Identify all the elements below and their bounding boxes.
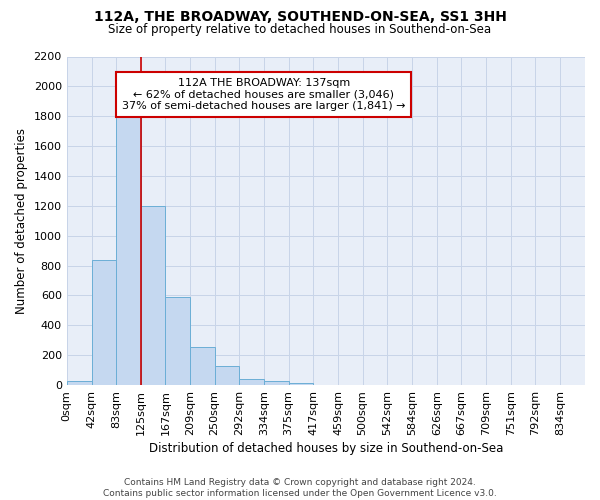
Bar: [92, 260, 116, 385]
Bar: [166, 297, 190, 385]
Text: 112A, THE BROADWAY, SOUTHEND-ON-SEA, SS1 3HH: 112A, THE BROADWAY, SOUTHEND-ON-SEA, SS1…: [94, 10, 506, 24]
Bar: [289, 382, 313, 385]
Bar: [215, 366, 239, 385]
Bar: [140, 206, 166, 385]
Bar: [116, 116, 140, 385]
Bar: [239, 379, 264, 385]
Text: Contains HM Land Registry data © Crown copyright and database right 2024.
Contai: Contains HM Land Registry data © Crown c…: [103, 478, 497, 498]
Bar: [190, 347, 215, 385]
Bar: [67, 382, 92, 385]
X-axis label: Distribution of detached houses by size in Southend-on-Sea: Distribution of detached houses by size …: [149, 442, 503, 455]
Y-axis label: Number of detached properties: Number of detached properties: [15, 128, 28, 314]
Bar: [264, 381, 289, 385]
Text: 112A THE BROADWAY: 137sqm
← 62% of detached houses are smaller (3,046)
37% of se: 112A THE BROADWAY: 137sqm ← 62% of detac…: [122, 78, 406, 111]
Text: Size of property relative to detached houses in Southend-on-Sea: Size of property relative to detached ho…: [109, 22, 491, 36]
